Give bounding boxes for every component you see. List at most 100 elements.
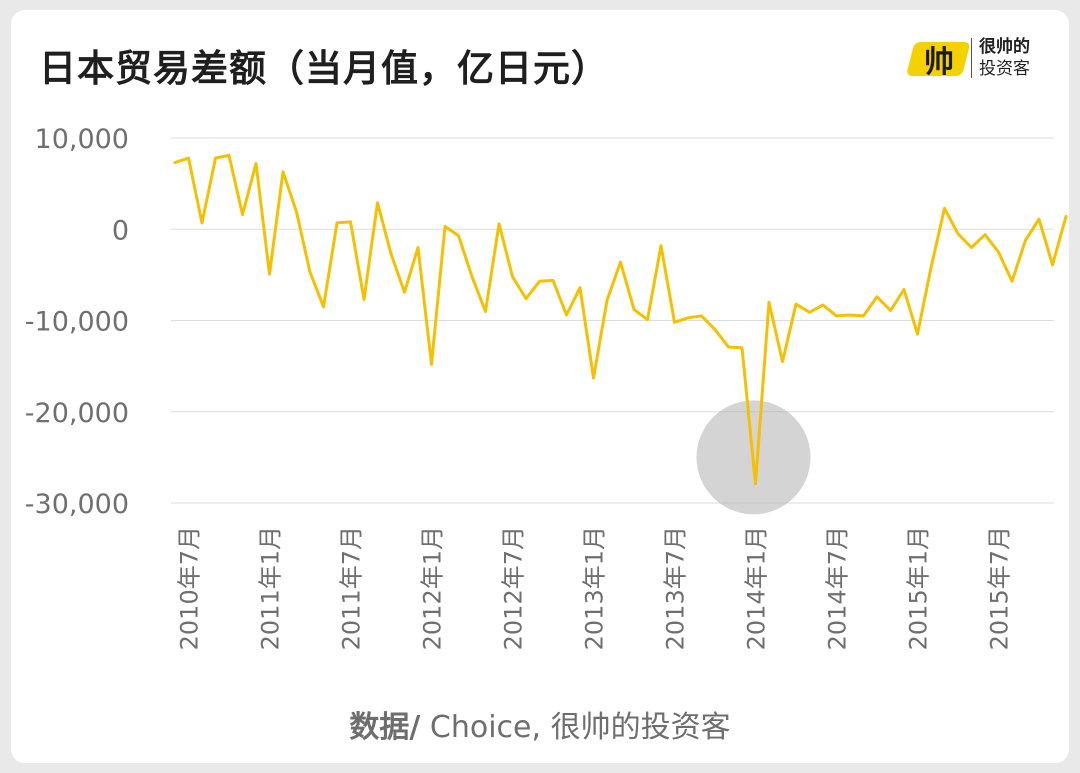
series-line — [173, 153, 1068, 486]
data-point — [902, 288, 906, 291]
y-tick-label: -20,000 — [25, 398, 129, 429]
data-point — [605, 299, 609, 302]
data-point — [740, 346, 744, 350]
data-point — [376, 201, 379, 204]
logo-mark-text: 帅 — [924, 45, 954, 80]
data-point — [295, 210, 298, 214]
data-point — [254, 162, 258, 165]
data-point — [538, 280, 541, 283]
data-point — [686, 316, 690, 319]
logo-divider — [971, 38, 972, 78]
data-point — [430, 363, 433, 366]
data-point — [565, 313, 568, 317]
data-point — [551, 279, 555, 282]
source-footer: 数据/ Choice, 很帅的投资客 — [11, 702, 1069, 746]
data-point — [956, 232, 960, 236]
data-point — [808, 311, 811, 314]
x-tick-label: 2014年7月 — [824, 526, 852, 650]
x-tick-label: 2012年1月 — [419, 526, 447, 650]
data-point — [511, 275, 514, 278]
x-tick-label: 2012年7月 — [500, 526, 528, 650]
x-tick-label: 2015年7月 — [986, 526, 1014, 650]
data-point — [727, 345, 730, 349]
chart-card: 日本贸易差额（当月值，亿日元） 帅 很帅的 投资客 10,000 0 -10,000… — [11, 10, 1069, 763]
y-tick-label: -30,000 — [25, 489, 129, 520]
y-tick-label: 0 — [112, 215, 129, 246]
data-point — [1064, 215, 1068, 218]
x-tick-label: 2011年7月 — [338, 526, 366, 650]
data-point — [362, 298, 366, 301]
data-point — [1010, 280, 1014, 283]
data-point — [889, 309, 892, 312]
y-tick-label: 10,000 — [35, 124, 129, 155]
data-point — [1051, 263, 1054, 267]
x-tick-label: 2013年7月 — [662, 526, 690, 650]
data-point — [322, 305, 325, 309]
data-point — [173, 161, 177, 164]
data-point — [821, 303, 825, 307]
data-point — [268, 272, 271, 276]
data-point — [497, 222, 501, 225]
logo-name-line2: 投资客 — [979, 59, 1030, 79]
data-point — [970, 246, 973, 249]
data-point — [470, 275, 474, 278]
data-point — [767, 301, 771, 304]
data-point — [659, 244, 663, 247]
brand-logo: 帅 很帅的 投资客 — [895, 32, 1055, 86]
data-point — [349, 220, 352, 224]
chart-title: 日本贸易差额（当月值，亿日元） — [39, 47, 609, 90]
data-point — [997, 250, 1000, 254]
data-point — [200, 221, 204, 225]
data-point — [241, 213, 244, 216]
x-tick-label: 2010年7月 — [176, 526, 204, 650]
data-point — [592, 376, 595, 380]
data-point — [700, 314, 703, 318]
data-point — [416, 246, 420, 249]
source-label: 数据/ — [349, 710, 421, 745]
data-point — [754, 482, 757, 486]
x-tick-label: 2015年1月 — [905, 526, 933, 650]
source-text: Choice, 很帅的投资客 — [420, 710, 731, 745]
data-point — [929, 266, 933, 269]
data-point — [187, 156, 190, 160]
x-tick-label: 2013年1月 — [581, 526, 609, 650]
data-point — [227, 154, 231, 157]
data-point — [308, 270, 312, 274]
data-point — [403, 291, 406, 294]
data-point — [281, 170, 285, 173]
data-point — [335, 221, 339, 225]
x-tick-label: 2014年1月 — [743, 526, 771, 650]
logo-brand-name: 很帅的 投资客 — [979, 36, 1030, 80]
data-point — [875, 295, 879, 298]
x-axis-ticks: 2010年7月 2011年1月 2011年7月 2012年1月 2012年7月 2013年… — [176, 526, 1014, 650]
data-point — [443, 225, 447, 228]
data-point — [916, 332, 919, 336]
data-point — [862, 314, 865, 318]
series-layer — [173, 153, 1068, 486]
data-point — [619, 260, 622, 264]
y-axis-ticks: 10,000 0 -10,000 -20,000 -30,000 — [25, 124, 129, 520]
data-point — [781, 360, 784, 363]
data-point — [389, 252, 393, 256]
logo-name-line1: 很帅的 — [979, 37, 1030, 57]
data-point — [794, 302, 798, 306]
data-point — [983, 233, 987, 236]
data-point — [578, 286, 582, 289]
data-point — [943, 207, 946, 210]
line-chart: 10,000 0 -10,000 -20,000 -30,000 2010年7月 2011… — [25, 124, 1068, 650]
data-point — [632, 308, 636, 311]
logo-mark-icon: 帅 — [907, 42, 970, 80]
y-tick-label: -10,000 — [25, 307, 129, 338]
data-point — [524, 297, 528, 300]
data-point — [1037, 218, 1041, 221]
data-point — [484, 310, 487, 313]
data-point — [646, 318, 649, 321]
data-point — [214, 156, 217, 160]
data-point — [835, 314, 838, 318]
grid-layer — [171, 137, 1054, 504]
data-point — [1024, 239, 1027, 242]
data-point — [848, 313, 852, 317]
data-point — [713, 328, 717, 331]
data-point — [457, 234, 460, 237]
x-tick-label: 2011年1月 — [257, 526, 285, 650]
